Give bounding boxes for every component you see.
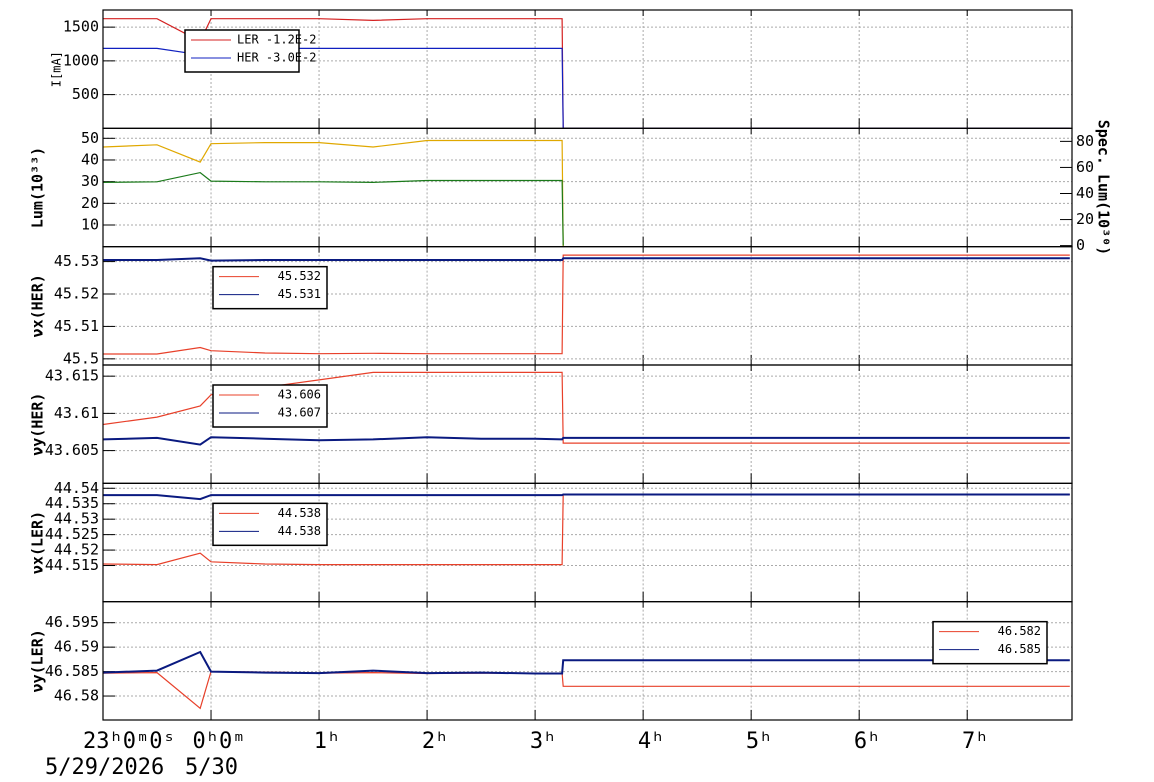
y-tick-label: 30 — [81, 172, 99, 190]
legend-box — [212, 265, 328, 310]
legend-label: 44.538 — [278, 506, 321, 520]
y-tick-label: 20 — [81, 194, 99, 212]
y2-tick-label: 80 — [1076, 132, 1094, 150]
date-label: 5/30 — [185, 755, 238, 780]
x-tick-label: 4ʰ — [638, 729, 665, 754]
y-tick-label: 40 — [81, 150, 99, 168]
y2-tick-label: 60 — [1076, 158, 1094, 176]
series-line — [103, 254, 1070, 355]
y2-axis-label: Spec. Lum(10³⁰) — [1095, 120, 1113, 255]
legend-label: 43.606 — [278, 388, 321, 402]
x-tick-label: 2ʰ — [422, 729, 449, 754]
y-axis-label: νy(HER) — [29, 393, 47, 456]
panel-frame — [102, 601, 1073, 721]
y-tick-label: 44.515 — [45, 556, 99, 574]
y-tick-label: 45.52 — [54, 285, 99, 303]
y-tick-label: 45.5 — [63, 349, 99, 367]
y-axis-label: Lum(10³³) — [29, 147, 47, 228]
y-tick-label: 44.52 — [54, 541, 99, 559]
y-tick-label: 1000 — [63, 51, 99, 69]
y-axis-label: νx(LER) — [29, 511, 47, 574]
x-tick-label: 3ʰ — [530, 729, 557, 754]
legend-box — [212, 502, 328, 547]
legend: 45.532 45.531 — [212, 265, 328, 310]
y-tick-label: 43.61 — [54, 404, 99, 422]
legend-box — [932, 620, 1048, 665]
y-axis-label: νx(HER) — [29, 274, 47, 337]
y-tick-label: 46.585 — [45, 662, 99, 680]
y-tick-label: 44.535 — [45, 494, 99, 512]
legend-label: 46.582 — [998, 624, 1041, 638]
legend-label: 44.538 — [278, 524, 321, 538]
series-line — [102, 139, 564, 247]
series-line — [102, 650, 1070, 675]
series-line — [103, 257, 1070, 262]
legend: LER -1.2E-2 HER -3.0E-2 — [184, 29, 316, 73]
legend: 46.582 46.585 — [932, 620, 1048, 665]
y-tick-label: 10 — [81, 215, 99, 233]
legend-label: HER -3.0E-2 — [237, 51, 316, 65]
y2-tick-label: 20 — [1076, 210, 1094, 228]
y-axis-label: I[mA] — [50, 51, 64, 87]
legend: 44.538 44.538 — [212, 502, 328, 547]
y-tick-label: 43.605 — [45, 441, 99, 459]
y-tick-label: 44.53 — [54, 510, 99, 528]
panel-frame — [102, 127, 1073, 248]
y-tick-label: 44.525 — [45, 525, 99, 543]
legend-label: 45.531 — [278, 287, 321, 301]
y-tick-label: 45.53 — [54, 252, 99, 270]
legend: 43.606 43.607 — [212, 384, 328, 428]
y-tick-label: 46.58 — [54, 687, 99, 705]
x-tick-label: 6ʰ — [854, 729, 881, 754]
series-line — [102, 436, 1070, 446]
y-tick-label: 43.615 — [45, 367, 99, 385]
y-tick-label: 50 — [81, 129, 99, 147]
legend-label: 46.585 — [998, 642, 1041, 656]
y-tick-label: 46.595 — [45, 613, 99, 631]
y-tick-label: 500 — [72, 85, 99, 103]
y-tick-label: 44.54 — [54, 479, 99, 497]
x-tick-label: 7ʰ — [962, 729, 989, 754]
series-line — [102, 371, 1070, 444]
y-tick-label: 45.51 — [54, 317, 99, 335]
series-line — [103, 493, 1070, 501]
y2-tick-label: 40 — [1076, 184, 1094, 202]
legend-label: 43.607 — [278, 406, 321, 420]
y2-tick-label: 0 — [1076, 236, 1085, 254]
x-tick-label: 23ʰ0ᵐ0ˢ — [83, 729, 176, 754]
legend-box — [184, 29, 300, 73]
date-label: 5/29/2026 — [45, 755, 164, 780]
legend-label: 45.532 — [278, 269, 321, 283]
y-tick-label: 1500 — [63, 18, 99, 36]
y-axis-label: νy(LER) — [29, 629, 47, 692]
x-tick-label: 1ʰ — [314, 729, 341, 754]
series-line — [102, 171, 564, 246]
x-tick-label: 0ʰ0ᵐ — [193, 729, 246, 754]
legend-box — [212, 384, 328, 428]
series-line — [102, 670, 1070, 710]
legend-label: LER -1.2E-2 — [237, 33, 316, 47]
y-tick-label: 46.59 — [54, 638, 99, 656]
x-tick-label: 5ʰ — [746, 729, 773, 754]
